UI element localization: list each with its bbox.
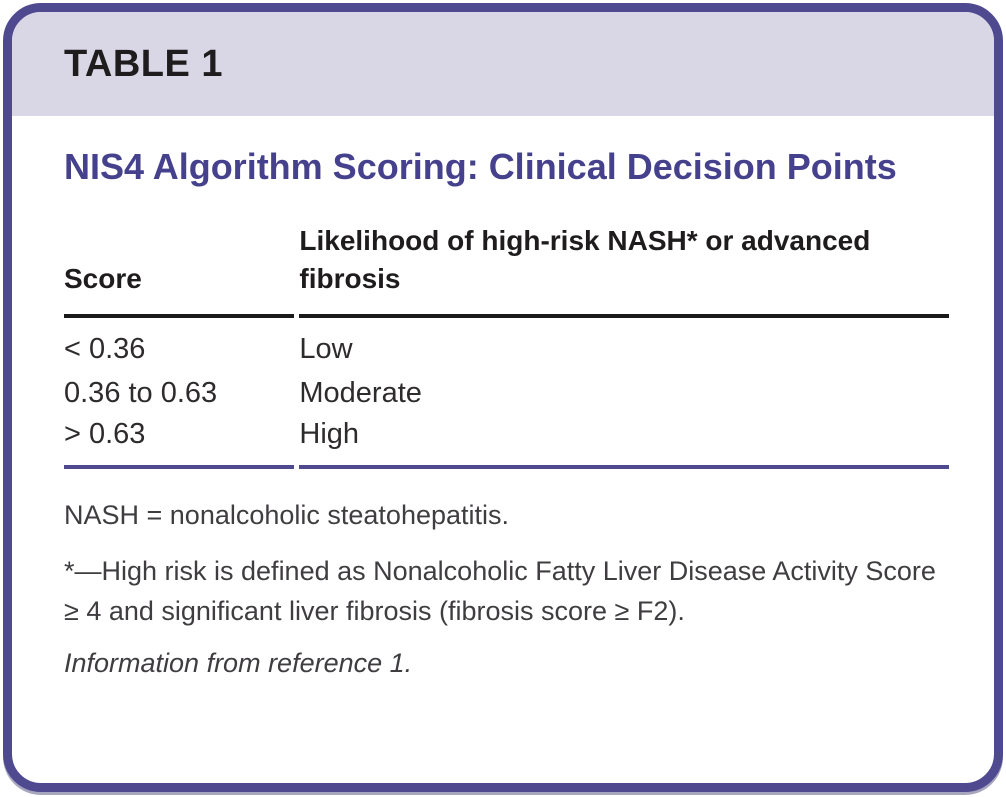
table-number-label: TABLE 1 [64,42,224,85]
table-row: > 0.63 High [64,418,949,469]
table-card: TABLE 1 NIS4 Algorithm Scoring: Clinical… [3,3,1003,792]
table-row: < 0.36 Low [64,318,949,368]
asterisk-footnote: *—High risk is defined as Nonalcoholic F… [64,556,936,626]
score-cell: > 0.63 [64,418,295,469]
column-header-score: Score [64,222,295,318]
table-header-band: TABLE 1 [12,12,994,116]
abbreviation-note: NASH = nonalcoholic steatohepatitis. [64,500,510,530]
likelihood-cell: Low [299,332,353,365]
column-header-likelihood: Likelihood of high-risk NASH* or advance… [299,222,949,318]
score-cell: < 0.36 [64,332,146,365]
table-content: NIS4 Algorithm Scoring: Clinical Decisio… [12,116,994,683]
likelihood-cell: Moderate [299,376,422,409]
table-row: 0.36 to 0.63 Moderate [64,368,949,418]
score-cell: 0.36 to 0.63 [64,376,218,409]
header-row: Score Likelihood of high-risk NASH* or a… [64,222,949,318]
table-title: NIS4 Algorithm Scoring: Clinical Decisio… [64,146,897,187]
decision-table-head: Score Likelihood of high-risk NASH* or a… [64,222,949,318]
likelihood-cell: High [299,418,949,469]
decision-table-body: < 0.36 Low 0.36 to 0.63 Moderate > 0.63 … [64,318,949,469]
source-attribution-note: Information from reference 1. [64,648,413,678]
decision-table: Score Likelihood of high-risk NASH* or a… [59,222,954,469]
